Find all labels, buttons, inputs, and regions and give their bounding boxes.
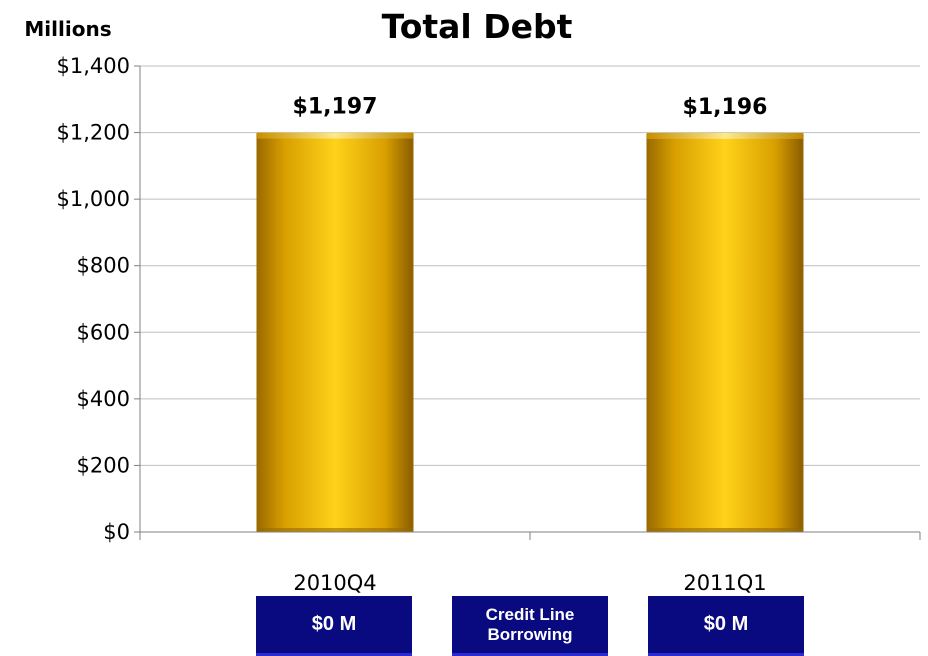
credit-line-value-2011q1: $0 M	[648, 596, 804, 656]
y-tick-label: $400	[77, 387, 130, 411]
bar-2010q4	[256, 133, 414, 533]
bar-base-shadow	[647, 528, 803, 532]
y-tick-label: $0	[103, 520, 130, 544]
bars	[256, 132, 804, 533]
credit-line-value-2010q4: $0 M	[256, 596, 412, 656]
bar-top-highlight	[257, 132, 413, 139]
bar-top-highlight	[647, 132, 803, 139]
credit-line-caption-line2: Borrowing	[487, 624, 573, 644]
y-tick-label: $1,200	[57, 121, 130, 145]
y-tick-label: $800	[77, 254, 130, 278]
y-axis-unit-label: Millions	[24, 17, 111, 41]
axes	[134, 65, 921, 540]
data-label-2011q1: $1,196	[683, 95, 768, 120]
labels: $0 $200 $400 $600 $800 $1,000 $1,200 $1,400 $1,1…	[57, 54, 768, 595]
bar-2011q1	[646, 133, 804, 533]
y-tick-label: $200	[77, 453, 130, 477]
x-category-label-2011q1: 2011Q1	[683, 571, 766, 595]
y-tick-label: $1,000	[57, 187, 130, 211]
data-label-2010q4: $1,197	[293, 95, 378, 120]
credit-line-borrowing-caption: Credit Line Borrowing	[452, 596, 608, 656]
x-category-label-2010q4: 2010Q4	[293, 571, 376, 595]
y-tick-label: $1,400	[57, 54, 130, 78]
y-tick-label: $600	[77, 320, 130, 344]
chart-title: Total Debt	[382, 7, 573, 46]
credit-line-caption-line1: Credit Line	[485, 604, 575, 624]
bar-base-shadow	[257, 528, 413, 532]
